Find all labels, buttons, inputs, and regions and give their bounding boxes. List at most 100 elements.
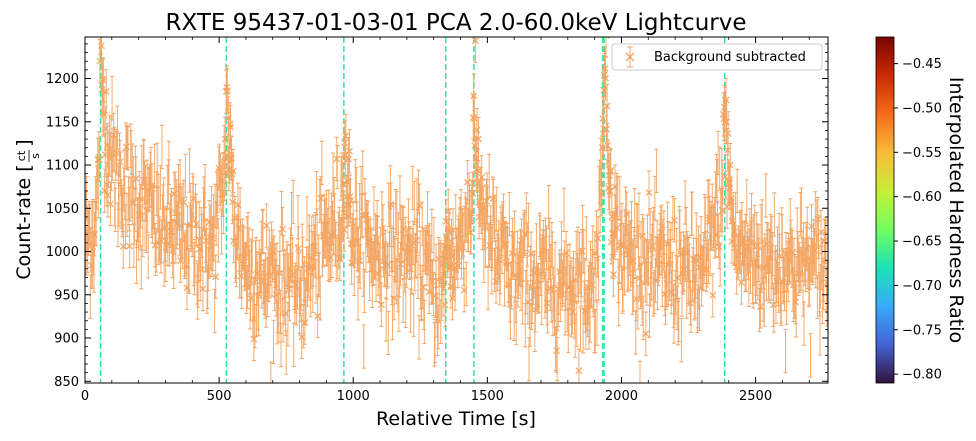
- data-point: [229, 198, 237, 206]
- data-point: [776, 252, 784, 260]
- data-point: [393, 256, 401, 264]
- data-point: [725, 178, 733, 185]
- data-point: [247, 295, 255, 302]
- x-axis-label: Relative Time [s]: [376, 408, 536, 430]
- data-point: [317, 194, 325, 202]
- data-point: [116, 158, 124, 166]
- colorbar-tick-label: −0.75: [902, 323, 942, 338]
- data-point: [416, 202, 424, 210]
- data-point: [107, 200, 114, 208]
- data-point: [489, 195, 497, 203]
- data-point: [479, 204, 487, 212]
- data-point: [113, 149, 121, 157]
- data-point: [766, 247, 774, 255]
- data-point: [323, 240, 331, 247]
- data-point: [98, 28, 104, 34]
- data-point: [792, 298, 800, 306]
- data-point: [741, 239, 749, 246]
- data-point: [320, 232, 328, 240]
- data-point: [96, 57, 104, 65]
- data-point: [629, 257, 637, 265]
- data-point: [209, 234, 216, 242]
- data-point: [435, 255, 443, 263]
- data-point: [540, 247, 548, 255]
- data-point: [726, 184, 734, 192]
- data-point: [817, 228, 825, 236]
- data-point: [340, 226, 348, 234]
- data-point: [671, 216, 678, 224]
- data-point: [477, 208, 485, 216]
- colorbar-tick-label: −0.45: [902, 57, 942, 72]
- data-point: [712, 231, 720, 239]
- data-point: [445, 244, 453, 252]
- data-point: [344, 213, 352, 220]
- data-point: [639, 232, 647, 240]
- data-point: [722, 172, 729, 180]
- data-point: [658, 223, 666, 231]
- data-point: [606, 187, 614, 195]
- data-point: [483, 197, 490, 205]
- data-point: [119, 243, 127, 250]
- data-point: [301, 319, 309, 327]
- data-point: [397, 260, 404, 268]
- data-point: [472, 154, 480, 162]
- data-point: [449, 294, 456, 302]
- data-point: [747, 239, 755, 246]
- data-point: [260, 278, 267, 286]
- data-point: [718, 206, 726, 214]
- y-tick-label: 900: [54, 332, 79, 347]
- data-point: [734, 251, 742, 259]
- data-point: [610, 271, 617, 278]
- data-point: [449, 226, 457, 234]
- data-point: [508, 249, 516, 257]
- data-point: [486, 241, 494, 249]
- data-point: [104, 191, 112, 199]
- data-point: [336, 255, 344, 263]
- data-point: [377, 301, 385, 309]
- data-point: [123, 143, 130, 151]
- colorbar-tick-label: −0.65: [902, 235, 942, 250]
- data-point: [173, 219, 181, 227]
- data-point: [537, 270, 545, 278]
- data-point: [263, 222, 271, 230]
- data-point: [94, 156, 102, 164]
- data-point: [244, 283, 251, 291]
- data-point: [345, 200, 353, 208]
- data-point: [311, 243, 318, 251]
- data-point: [234, 201, 242, 209]
- data-point: [361, 211, 369, 219]
- data-point: [648, 242, 656, 250]
- data-point: [731, 244, 739, 252]
- data-point: [667, 288, 675, 296]
- y-axis-label: Count-rate [ ct s ]: [13, 139, 42, 279]
- data-point: [804, 255, 812, 263]
- data-point: [339, 216, 347, 224]
- data-point: [224, 152, 232, 160]
- data-point: [457, 207, 465, 215]
- data-point: [100, 77, 108, 84]
- data-point: [148, 181, 156, 189]
- data-point: [347, 197, 354, 205]
- data-point: [225, 165, 233, 173]
- data-point: [91, 230, 98, 238]
- data-point: [514, 273, 522, 280]
- data-point: [442, 218, 450, 225]
- data-point: [291, 281, 299, 289]
- data-point: [448, 237, 455, 245]
- data-point: [470, 92, 478, 100]
- data-point: [307, 263, 315, 270]
- data-point: [760, 264, 768, 271]
- data-point: [448, 252, 456, 260]
- y-axis-label-close: ]: [13, 139, 35, 146]
- data-point: [85, 227, 92, 234]
- y-tick-label: 1050: [46, 202, 79, 217]
- legend-box: [611, 43, 823, 71]
- data-point: [226, 121, 234, 128]
- data-point: [603, 102, 611, 110]
- data-point: [773, 277, 780, 285]
- x-tick-label: 0: [81, 389, 89, 404]
- data-point: [814, 215, 822, 223]
- data-point: [524, 299, 532, 306]
- data-point: [250, 335, 258, 343]
- data-point: [575, 367, 583, 375]
